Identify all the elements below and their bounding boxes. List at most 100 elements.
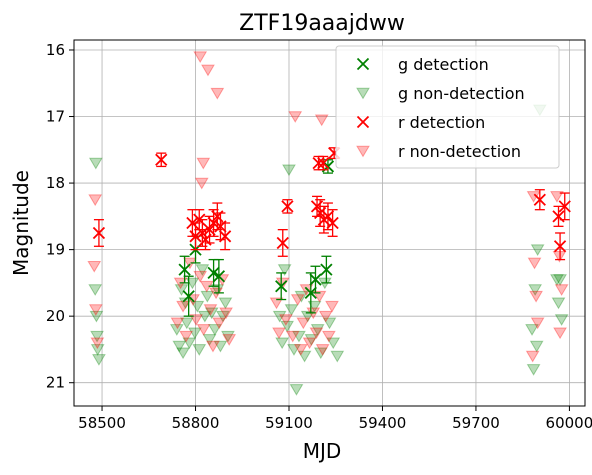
- non-detection-point: [179, 330, 194, 343]
- non-detection-point: [525, 350, 540, 363]
- non-detection-point: [550, 274, 564, 286]
- non-detection-point: [289, 384, 304, 396]
- non-detection-point: [318, 310, 333, 323]
- detection-point: [275, 280, 288, 293]
- non-detection-point: [210, 284, 225, 296]
- y-tick-label: 18: [46, 174, 65, 192]
- y-axis-label: Magnitude: [9, 170, 33, 276]
- non-detection-point: [170, 317, 185, 330]
- non-detection-point: [89, 310, 104, 323]
- non-detection-point: [287, 344, 301, 356]
- non-detection-point: [182, 337, 197, 350]
- non-detection-point: [527, 257, 542, 270]
- non-detection-point: [296, 317, 311, 330]
- non-detection-point: [188, 327, 202, 340]
- y-tick-label: 19: [46, 241, 65, 259]
- non-detection-point: [219, 307, 233, 320]
- detection-point: [218, 230, 232, 243]
- legend-label: g detection: [398, 55, 489, 74]
- non-detection-point: [272, 327, 286, 340]
- detection-point: [182, 290, 195, 303]
- non-detection-point: [551, 297, 566, 310]
- non-detection-point: [222, 334, 237, 346]
- y-axis-ticks: 16 17 18 19 20 21: [46, 41, 74, 392]
- non-detection-point: [174, 284, 189, 296]
- non-detection-point: [526, 364, 541, 376]
- non-detection-point: [315, 344, 330, 356]
- non-detection-point: [203, 304, 218, 316]
- non-detection-point: [196, 324, 211, 336]
- legend-marker: [356, 57, 370, 71]
- x-axis-label: MJD: [303, 439, 342, 463]
- non-detection-point: [88, 304, 103, 316]
- y-tick-label: 17: [46, 108, 65, 126]
- non-detection-point: [284, 304, 299, 316]
- non-detection-point: [525, 324, 539, 336]
- non-detection-point: [202, 334, 217, 346]
- non-detection-point: [550, 191, 564, 203]
- non-detection-point: [553, 327, 567, 340]
- non-detection-point: [207, 324, 222, 336]
- non-detection-point: [292, 330, 306, 343]
- non-detection-point: [206, 340, 220, 353]
- non-detection-point: [176, 347, 190, 360]
- x-axis-ticks: 58500 58800 59100 59400 59700 60000: [78, 406, 592, 432]
- legend-box: [335, 45, 560, 169]
- non-detection-point: [297, 350, 312, 363]
- non-detection-point: [190, 300, 205, 313]
- non-detection-point: [312, 290, 327, 303]
- non-detection-point: [530, 244, 545, 257]
- non-detection-point: [90, 337, 105, 350]
- detection-point: [312, 156, 325, 170]
- non-detection-point: [195, 264, 210, 276]
- detection-point: [212, 270, 226, 283]
- non-detection-point: [300, 310, 315, 323]
- non-detection-point: [192, 344, 207, 356]
- legend-marker: [356, 87, 370, 100]
- non-detection-point: [275, 337, 290, 350]
- detection-point: [189, 230, 202, 243]
- y-tick-label: 20: [46, 307, 65, 325]
- non-detection-point: [282, 164, 296, 177]
- non-detection-point: [194, 177, 209, 190]
- non-detection-point: [314, 114, 329, 127]
- non-detection-point: [330, 350, 345, 363]
- non-detection-point: [193, 270, 208, 283]
- non-detection-point: [269, 297, 284, 310]
- non-detection-point: [310, 324, 325, 336]
- non-detection-point: [307, 300, 322, 313]
- non-detection-point: [528, 284, 543, 296]
- legend-label: g non-detection: [398, 84, 525, 103]
- non-detection-point: [88, 284, 103, 296]
- detection-point: [533, 193, 546, 206]
- detection-point: [178, 263, 191, 276]
- non-detection-point: [200, 290, 215, 303]
- non-detection-point: [313, 347, 328, 360]
- non-detection-point: [201, 64, 215, 77]
- detection-point: [553, 240, 567, 253]
- non-detection-point: [272, 310, 287, 323]
- plot-frame: [73, 39, 586, 407]
- non-detection-point: [294, 290, 309, 303]
- detection-point: [558, 200, 571, 213]
- detection-point: [321, 210, 335, 223]
- x-tick-label: 59400: [359, 414, 407, 432]
- detection-point: [207, 266, 220, 280]
- legend-label: r non-detection: [398, 142, 521, 161]
- non-detection-point: [529, 340, 544, 353]
- legend-label: r detection: [398, 113, 485, 132]
- non-detection-point: [189, 314, 204, 326]
- y-tick-label: 16: [46, 41, 65, 59]
- non-detection-point: [87, 260, 102, 273]
- x-tick-label: 59700: [452, 414, 500, 432]
- x-tick-label: 58500: [78, 414, 126, 432]
- non-detection-point: [216, 310, 230, 323]
- non-detection-point: [90, 344, 105, 356]
- non-detection-point: [88, 157, 103, 170]
- non-detection-point: [279, 314, 293, 326]
- non-detection-point: [210, 87, 225, 100]
- chart-title: ZTF19aaajdww: [239, 11, 405, 36]
- non-detection-point: [325, 300, 339, 313]
- non-detection-point: [288, 111, 303, 123]
